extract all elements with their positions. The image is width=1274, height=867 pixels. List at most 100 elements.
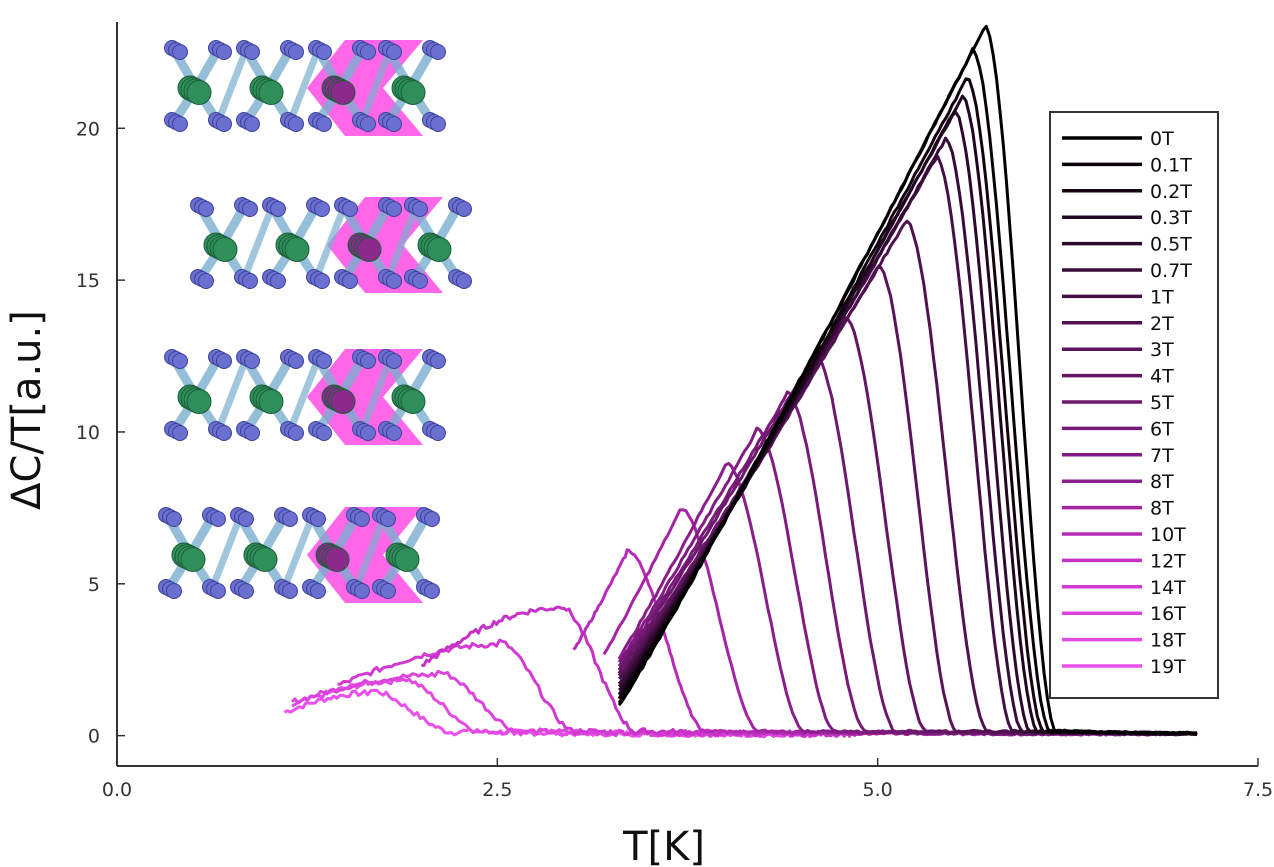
- chalcogen-atom: [424, 511, 440, 527]
- chalcogen-atom: [354, 583, 370, 599]
- legend-label: 18T: [1150, 630, 1186, 652]
- chalcogen-atom: [210, 583, 226, 599]
- legend-label: 0T: [1150, 128, 1174, 150]
- chalcogen-atom: [244, 425, 260, 441]
- legend-label: 2T: [1150, 313, 1174, 335]
- legend-label: 14T: [1150, 577, 1186, 599]
- chalcogen-atom: [166, 583, 182, 599]
- legend: 0T 0.1T 0.2T 0.3T 0.5T 0.7T 1T 2T 3T 4T 5T 6T 7T 8T 8T…: [1049, 111, 1219, 699]
- chalcogen-atom: [430, 353, 446, 369]
- metal-atom: [180, 547, 206, 572]
- chalcogen-atom: [238, 511, 254, 527]
- metal-atom: [356, 237, 382, 262]
- crystal-structure-inset: [158, 40, 472, 603]
- chalcogen-atom: [412, 201, 428, 217]
- legend-label: 19T: [1150, 656, 1186, 678]
- metal-atom: [284, 237, 310, 262]
- chalcogen-atom: [342, 201, 358, 217]
- metal-atom: [212, 237, 238, 262]
- x-axis-title: T[K]: [622, 824, 705, 867]
- y-tick-label: 10: [76, 422, 100, 444]
- chalcogen-atom: [316, 353, 332, 369]
- x-tick-label: 5.0: [863, 779, 893, 801]
- legend-label: 7T: [1150, 445, 1174, 467]
- chalcogen-atom: [412, 273, 428, 289]
- series-line: [291, 677, 818, 739]
- chalcogen-atom: [172, 425, 188, 441]
- chalcogen-atom: [282, 511, 298, 527]
- chalcogen-atom: [386, 44, 402, 60]
- chalcogen-atom: [360, 425, 376, 441]
- chalcogen-atom: [244, 44, 260, 60]
- chalcogen-atom: [310, 511, 326, 527]
- legend-box: [1049, 111, 1219, 699]
- chalcogen-atom: [314, 201, 330, 217]
- legend-label: 0.5T: [1150, 234, 1192, 256]
- y-tick-label: 0: [88, 726, 100, 748]
- chalcogen-atom: [430, 116, 446, 132]
- y-tick-label: 20: [76, 118, 100, 140]
- chalcogen-atom: [288, 44, 304, 60]
- chalcogen-atom: [244, 353, 260, 369]
- legend-label: 3T: [1150, 339, 1174, 361]
- x-tick-label: 0.0: [102, 779, 132, 801]
- metal-atom: [186, 389, 212, 414]
- metal-atom: [252, 547, 278, 572]
- metal-atom: [186, 80, 212, 105]
- metal-atom: [400, 80, 426, 105]
- chalcogen-atom: [430, 425, 446, 441]
- legend-label: 8T: [1150, 471, 1174, 493]
- y-tick-label: 5: [88, 574, 100, 596]
- legend-label: 10T: [1150, 524, 1186, 546]
- chalcogen-atom: [360, 353, 376, 369]
- legend-label: 1T: [1150, 286, 1174, 308]
- metal-atom: [330, 389, 356, 414]
- chalcogen-atom: [216, 44, 232, 60]
- chalcogen-atom: [242, 273, 258, 289]
- metal-atom: [324, 547, 350, 572]
- chalcogen-atom: [314, 273, 330, 289]
- plot-area: [283, 24, 1198, 739]
- ticks: 0.0 2.5 5.0 7.5 0 5 10 15 20: [76, 118, 1273, 801]
- axes: [116, 22, 1258, 767]
- chalcogen-atom: [198, 273, 214, 289]
- chalcogen-atom: [288, 425, 304, 441]
- chalcogen-atom: [172, 353, 188, 369]
- chalcogen-atom: [354, 511, 370, 527]
- chalcogen-atom: [166, 511, 182, 527]
- metal-atom: [258, 389, 284, 414]
- chalcogen-atom: [210, 511, 226, 527]
- crystal-structure: [164, 40, 446, 136]
- chalcogen-atom: [216, 353, 232, 369]
- chalcogen-atom: [282, 583, 298, 599]
- legend-label: 12T: [1150, 550, 1186, 572]
- legend-label: 0.2T: [1150, 181, 1192, 203]
- chalcogen-atom: [386, 353, 402, 369]
- chalcogen-atom: [386, 273, 402, 289]
- chalcogen-atom: [288, 116, 304, 132]
- chalcogen-atom: [424, 583, 440, 599]
- metal-atom: [400, 389, 426, 414]
- crystal-structure: [190, 197, 472, 293]
- chalcogen-atom: [316, 425, 332, 441]
- chalcogen-atom: [238, 583, 254, 599]
- chalcogen-atom: [456, 201, 472, 217]
- y-tick-label: 15: [76, 270, 100, 292]
- x-tick-label: 7.5: [1243, 779, 1273, 801]
- chalcogen-atom: [360, 116, 376, 132]
- chalcogen-atom: [316, 44, 332, 60]
- legend-label: 5T: [1150, 392, 1174, 414]
- chalcogen-atom: [172, 116, 188, 132]
- chalcogen-atom: [198, 201, 214, 217]
- chalcogen-atom: [430, 44, 446, 60]
- metal-atom: [426, 237, 452, 262]
- chalcogen-atom: [270, 273, 286, 289]
- legend-label: 8T: [1150, 498, 1174, 520]
- chalcogen-atom: [216, 425, 232, 441]
- chalcogen-atom: [386, 201, 402, 217]
- legend-label: 0.1T: [1150, 154, 1192, 176]
- crystal-structure: [164, 349, 446, 445]
- legend-label: 6T: [1150, 418, 1174, 440]
- chalcogen-atom: [216, 116, 232, 132]
